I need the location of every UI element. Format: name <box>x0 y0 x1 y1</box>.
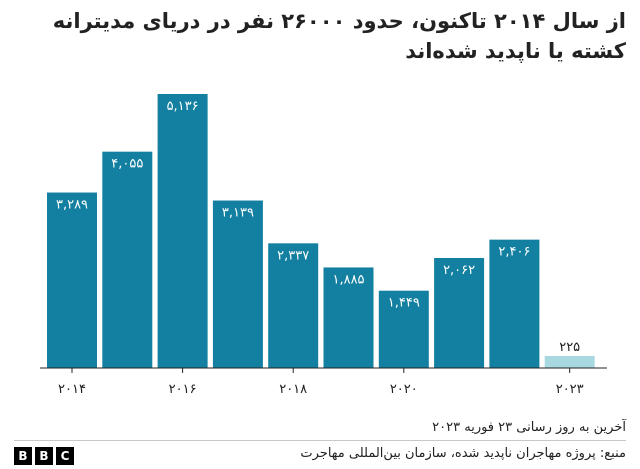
last-updated-note: آخرین به روز رسانی ۲۳ فوریه ۲۰۲۳ <box>432 420 626 435</box>
bbc-logo-letter: B <box>35 447 53 465</box>
footer-divider <box>14 440 626 441</box>
bar-2023 <box>544 355 595 368</box>
bar-value-label: ۵,۱۳۶ <box>167 99 199 114</box>
bar-value-label: ۲,۳۳۷ <box>277 248 309 263</box>
bar-2021 <box>434 257 485 368</box>
bar-2020 <box>378 290 429 368</box>
bar-value-label: ۴,۰۵۵ <box>111 157 143 172</box>
bbc-logo-letter: C <box>56 447 74 465</box>
chart-title: از سال ۲۰۱۴ تاکنون، حدود ۲۶۰۰۰ نفر در در… <box>52 9 626 63</box>
bar-2016 <box>157 94 208 368</box>
bar-value-label: ۳,۱۳۹ <box>222 206 254 221</box>
x-tick-label: ۲۰۲۳ <box>556 382 584 397</box>
bar-value-label: ۱,۴۴۹ <box>388 296 420 311</box>
bar-2014 <box>47 192 97 368</box>
bar-value-label: ۲۲۵ <box>559 340 580 355</box>
bar-2017 <box>212 200 263 368</box>
source-note: منبع: پروژه مهاجران ناپدید شده، سازمان ب… <box>300 446 626 461</box>
bar-value-label: ۲,۴۰۶ <box>498 245 530 260</box>
bar-value-label: ۱,۸۸۵ <box>332 272 364 287</box>
bbc-logo-letter: B <box>14 447 32 465</box>
bar-2019 <box>323 267 374 368</box>
x-tick-label: ۲۰۱۴ <box>58 382 86 397</box>
bar-value-label: ۳,۲۸۹ <box>56 198 88 213</box>
x-tick-label: ۲۰۱۶ <box>169 382 197 397</box>
bar-2022 <box>489 239 540 368</box>
bar-2018 <box>268 243 319 368</box>
bar-value-label: ۲,۰۶۲ <box>443 263 475 278</box>
x-tick-label: ۲۰۲۰ <box>390 382 418 397</box>
bar-chart: ۳,۲۸۹ ۲۰۱۴ ۴,۰۵۵ ۵,۱۳۶ ۲۰۱۶ ۳,۱۳۹ ۲,۳۳۷ ۲۰۱۸ ۱,۸… <box>40 94 607 397</box>
bbc-logo: B B C <box>14 447 74 465</box>
bar-2015 <box>102 151 153 368</box>
x-tick-label: ۲۰۱۸ <box>279 382 307 397</box>
